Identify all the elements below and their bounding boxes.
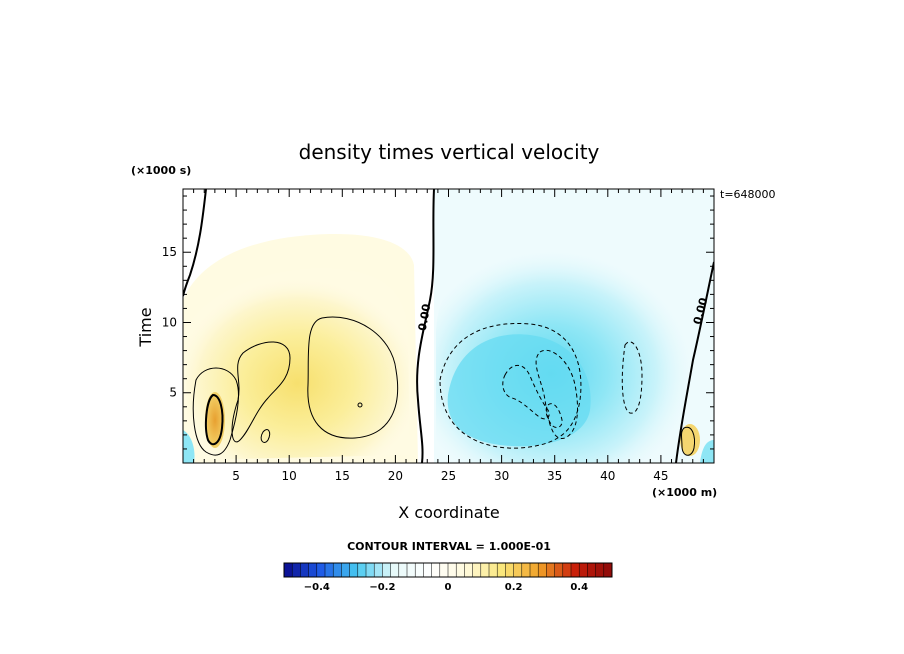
- colorbar-cell: [374, 563, 383, 577]
- colorbar-cell: [480, 563, 490, 577]
- colorbar-tick-label: 0: [445, 582, 452, 593]
- negative-edge-left: [183, 430, 195, 463]
- colorbar-cell: [333, 563, 342, 577]
- x-tick-label: 40: [600, 469, 615, 483]
- colorbar-tick-label: −0.2: [369, 582, 395, 593]
- negative-core: [447, 334, 591, 447]
- zero-contour-middle: [416, 189, 435, 463]
- x-axis-title: X coordinate: [398, 503, 499, 522]
- colorbar-cell: [489, 563, 498, 577]
- y-axis-title: Time: [136, 307, 155, 347]
- colorbar: [283, 562, 613, 578]
- contour-pos-core: [204, 393, 224, 446]
- colorbar-cell: [407, 563, 416, 577]
- colorbar-cell: [554, 563, 564, 577]
- colorbar-cell: [562, 563, 572, 577]
- colorbar-cell: [316, 563, 326, 577]
- zero-contour-left: [183, 189, 207, 297]
- colorbar-cell: [292, 563, 301, 577]
- x-unit-label: (×1000 m): [652, 486, 717, 499]
- x-tick-label: 15: [335, 469, 350, 483]
- contour-neg-3: [621, 341, 643, 414]
- colorbar-cell: [431, 563, 441, 577]
- colorbar-cell: [349, 563, 359, 577]
- colorbar-cell: [521, 563, 531, 577]
- colorbar-cell: [439, 563, 449, 577]
- colorbar-cell: [357, 563, 367, 577]
- x-tick-label: 35: [547, 469, 562, 483]
- time-stamp: t=648000: [720, 188, 776, 201]
- colorbar-frame: [283, 562, 613, 578]
- y-tick-label: 10: [162, 315, 177, 329]
- x-tick-label: 5: [232, 469, 240, 483]
- colorbar-cell: [284, 563, 293, 577]
- contour-neg-2: [535, 349, 578, 439]
- colorbar-cell: [448, 563, 457, 577]
- colorbar-cell: [464, 563, 473, 577]
- colorbar-cell: [308, 563, 318, 577]
- contour-pos-3: [192, 367, 239, 456]
- colorbar-cell: [538, 563, 547, 577]
- contour-pos-right: [681, 426, 695, 456]
- colorbar-tick-label: −0.4: [304, 582, 330, 593]
- colorbar-cell: [571, 563, 580, 577]
- contour-neg-1: [439, 322, 582, 449]
- colorbar-cell: [382, 563, 391, 577]
- contour-pos-small: [260, 429, 271, 443]
- colorbar-cell: [423, 563, 432, 577]
- colorbar-cell: [390, 563, 400, 577]
- colorbar-cell: [366, 563, 375, 577]
- colorbar-cell: [530, 563, 539, 577]
- plot-field: 0.00 0.00: [183, 189, 714, 463]
- x-tick-label: 30: [494, 469, 509, 483]
- colorbar-cell: [513, 563, 523, 577]
- negative-edge-right: [700, 440, 714, 463]
- colorbar-cell: [587, 563, 596, 577]
- colorbar-tick-label: 0.4: [570, 582, 588, 593]
- chart-title: density times vertical velocity: [299, 140, 600, 164]
- y-unit-label: (×1000 s): [131, 164, 191, 177]
- colorbar-cell: [325, 563, 334, 577]
- colorbar-cell: [300, 563, 309, 577]
- positive-region-right: [680, 424, 700, 456]
- y-axis: 5 10 15: [162, 195, 714, 450]
- colorbar-cell: [398, 563, 408, 577]
- colorbar-cell: [505, 563, 514, 577]
- contour-interval-label: CONTOUR INTERVAL = 1.000E-01: [347, 540, 551, 553]
- x-tick-label: 45: [653, 469, 668, 483]
- contour-pos-tiny: [357, 402, 363, 408]
- zero-contour-right: [675, 261, 714, 463]
- colorbar-cell: [579, 563, 588, 577]
- colorbar-cell: [415, 563, 424, 577]
- positive-region-left: [185, 268, 410, 460]
- colorbar-cell: [595, 563, 605, 577]
- y-tick-label: 5: [169, 386, 177, 400]
- x-tick-label: 10: [282, 469, 297, 483]
- colorbar-cell: [341, 563, 350, 577]
- colorbar-cell: [603, 563, 613, 577]
- colorbar-ticks: −0.4 −0.2 0 0.2 0.4: [304, 582, 588, 593]
- contour-neg-5: [545, 403, 563, 428]
- zero-contour-label-middle: 0.00: [416, 303, 434, 332]
- colorbar-cell: [472, 563, 482, 577]
- contour-neg-4: [502, 364, 550, 420]
- colorbar-cell: [546, 563, 555, 577]
- colorbar-tick-label: 0.2: [505, 582, 523, 593]
- colorbar-cell: [456, 563, 465, 577]
- colorbar-cell: [497, 563, 506, 577]
- y-tick-label: 15: [162, 245, 177, 259]
- x-axis: 5 10 15 20 25 30 35 40 45: [182, 189, 715, 483]
- x-tick-label: 20: [388, 469, 403, 483]
- x-tick-label: 25: [441, 469, 456, 483]
- contour-pos-1: [307, 316, 399, 439]
